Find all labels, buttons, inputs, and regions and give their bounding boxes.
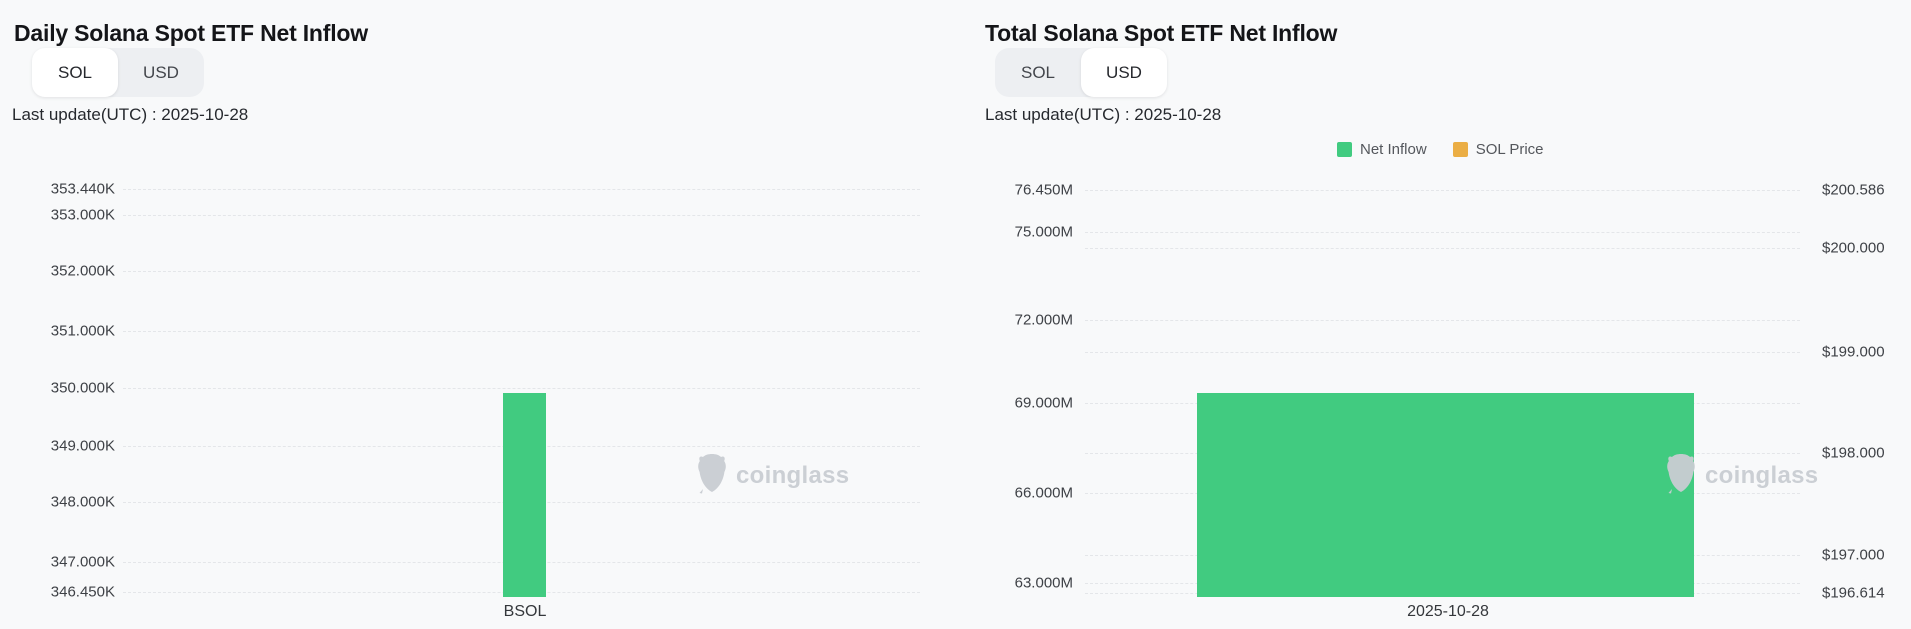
gridline	[1085, 352, 1800, 353]
total-last-update: Last update(UTC) : 2025-10-28	[985, 105, 1222, 124]
coinglass-watermark-text: coinglass	[1705, 461, 1819, 489]
y-axis-tick-label: 350.000K	[50, 379, 115, 397]
coinglass-logo-icon	[697, 452, 727, 499]
daily-chart-title: Daily Solana Spot ETF Net Inflow	[14, 20, 368, 47]
gridline	[1085, 190, 1800, 191]
y-axis-tick-label: 75.000M	[1014, 223, 1073, 241]
net-inflow-swatch-icon	[1337, 142, 1352, 157]
gridline	[1085, 320, 1800, 321]
y-axis-tick-label: 72.000M	[1014, 311, 1073, 329]
y-axis-tick-label: 351.000K	[50, 322, 115, 340]
legend-item-sol-price[interactable]: SOL Price	[1452, 141, 1544, 158]
gridline	[1085, 232, 1800, 233]
sol-price-swatch-icon	[1452, 142, 1468, 157]
y-axis-tick-label: $198.000	[1822, 444, 1885, 462]
y-axis-tick-label: $196.614	[1822, 584, 1885, 602]
net-inflow-bar[interactable]	[1197, 393, 1694, 597]
y-axis-tick-label: $199.000	[1822, 343, 1885, 361]
y-axis-tick-label: 348.000K	[50, 493, 115, 511]
y-axis-tick-label: 346.450K	[50, 583, 115, 601]
daily-chart-panel: Daily Solana Spot ETF Net Inflow SOL USD…	[0, 0, 955, 629]
legend-item-net-inflow[interactable]: Net Inflow	[1337, 141, 1427, 158]
daily-unit-toggle: SOL USD	[32, 48, 204, 97]
total-chart-panel: Total Solana Spot ETF Net Inflow SOL USD…	[955, 0, 1911, 629]
total-unit-toggle: SOL USD	[995, 48, 1167, 97]
y-axis-tick-label: 66.000M	[1014, 484, 1073, 502]
daily-last-update: Last update(UTC) : 2025-10-28	[12, 105, 249, 124]
total-toggle-usd-button[interactable]: USD	[1081, 48, 1167, 97]
total-chart-title: Total Solana Spot ETF Net Inflow	[985, 20, 1338, 47]
total-toggle-sol-button[interactable]: SOL	[995, 48, 1081, 97]
coinglass-watermark-text: coinglass	[736, 461, 850, 489]
x-axis-tick-label: 2025-10-28	[1407, 603, 1489, 620]
net-inflow-bar[interactable]	[503, 393, 546, 597]
y-axis-tick-label: 352.000K	[50, 262, 115, 280]
coinglass-watermark: coinglass	[1666, 452, 1818, 499]
coinglass-logo-icon	[1666, 452, 1696, 499]
y-axis-tick-label: $197.000	[1822, 546, 1885, 564]
y-axis-tick-label: 353.440K	[50, 180, 115, 198]
gridline	[123, 271, 920, 272]
y-axis-tick-label: 69.000M	[1014, 394, 1073, 412]
gridline	[1085, 248, 1800, 249]
daily-toggle-sol-button[interactable]: SOL	[32, 48, 118, 97]
y-axis-tick-label: 76.450M	[1014, 181, 1073, 199]
y-axis-tick-label: 349.000K	[50, 437, 115, 455]
y-axis-tick-label: 63.000M	[1014, 574, 1073, 592]
gridline	[123, 388, 920, 389]
gridline	[123, 189, 920, 190]
daily-toggle-usd-button[interactable]: USD	[118, 48, 204, 97]
gridline	[123, 215, 920, 216]
x-axis-tick-label: BSOL	[503, 603, 547, 620]
y-axis-tick-label: $200.586	[1822, 181, 1885, 199]
legend-sol-price-label: SOL Price	[1475, 141, 1544, 158]
legend-net-inflow-label: Net Inflow	[1360, 141, 1427, 158]
y-axis-tick-label: 347.000K	[50, 553, 115, 571]
y-axis-tick-label: 353.000K	[50, 206, 115, 224]
chart-legend: Net Inflow SOL Price	[1337, 141, 1544, 158]
gridline	[123, 331, 920, 332]
coinglass-watermark: coinglass	[697, 452, 849, 499]
y-axis-tick-label: $200.000	[1822, 239, 1885, 257]
